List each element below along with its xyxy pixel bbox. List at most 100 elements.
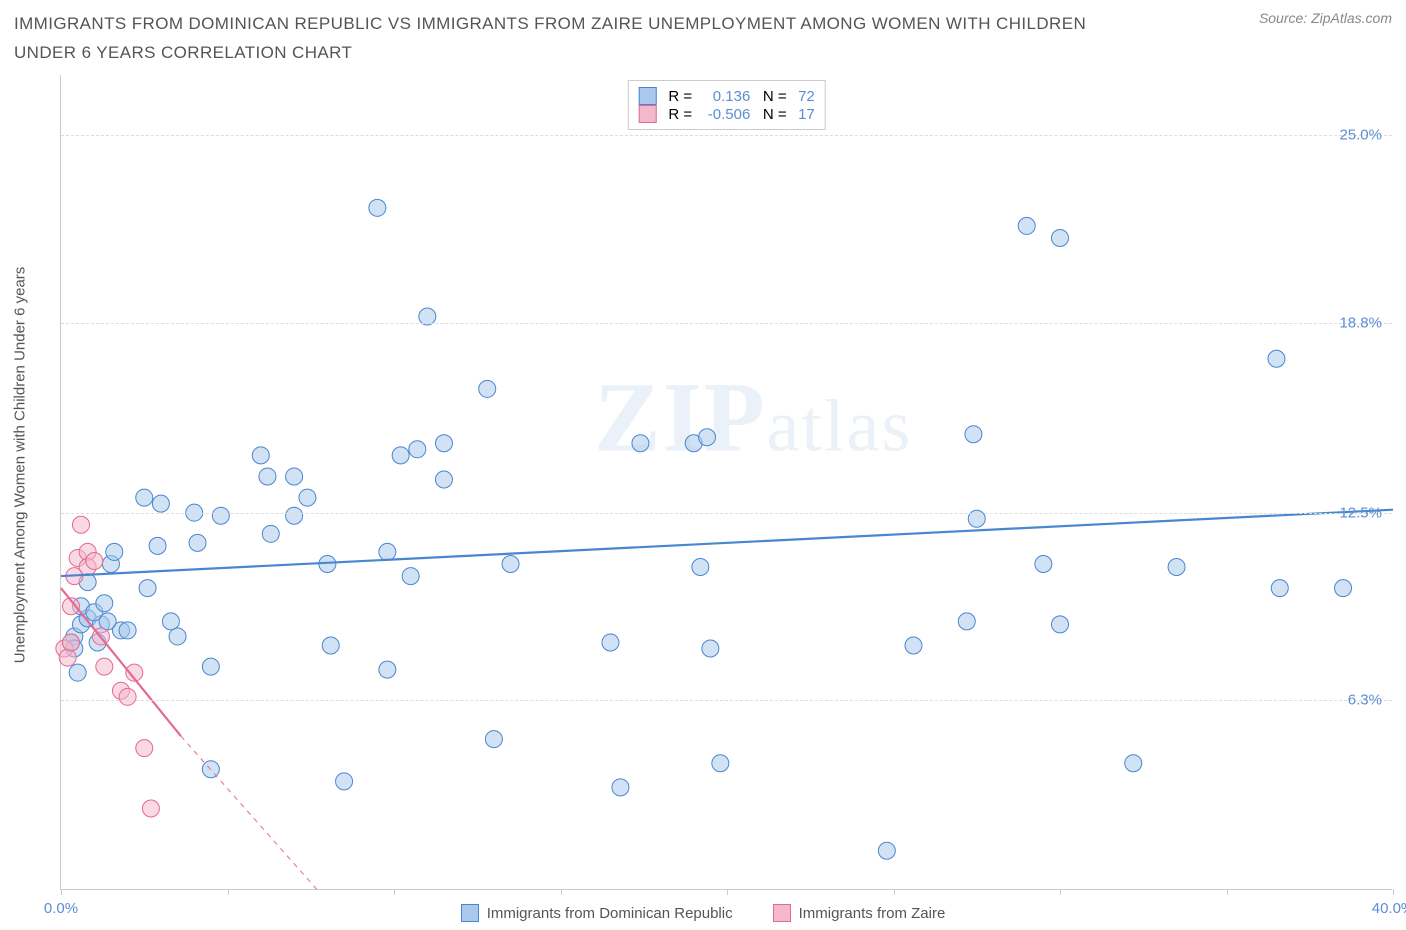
x-tick — [1060, 889, 1061, 895]
x-tick — [61, 889, 62, 895]
scatter-point — [878, 842, 895, 859]
scatter-point — [435, 471, 452, 488]
legend-swatch — [773, 904, 791, 922]
scatter-point — [409, 441, 426, 458]
legend-swatch — [461, 904, 479, 922]
scatter-point — [202, 658, 219, 675]
x-tick — [228, 889, 229, 895]
scatter-point — [379, 661, 396, 678]
scatter-point — [602, 634, 619, 651]
x-tick — [1227, 889, 1228, 895]
scatter-point — [479, 380, 496, 397]
legend-label: Immigrants from Dominican Republic — [487, 905, 733, 922]
trend-line — [61, 510, 1393, 576]
scatter-point — [692, 559, 709, 576]
y-tick-label: 6.3% — [1348, 691, 1382, 708]
gridline — [61, 700, 1392, 701]
scatter-point — [612, 779, 629, 796]
scatter-point — [435, 435, 452, 452]
trend-line — [61, 588, 181, 736]
scatter-point — [379, 543, 396, 560]
scatter-point — [119, 622, 136, 639]
scatter-point — [502, 556, 519, 573]
scatter-point — [189, 534, 206, 551]
scatter-point — [1271, 580, 1288, 597]
scatter-point — [152, 495, 169, 512]
scatter-point — [96, 595, 113, 612]
scatter-point — [99, 613, 116, 630]
x-tick — [561, 889, 562, 895]
scatter-point — [1168, 559, 1185, 576]
scatter-point — [1018, 217, 1035, 234]
scatter-point — [702, 640, 719, 657]
scatter-point — [162, 613, 179, 630]
gridline — [61, 135, 1392, 136]
scatter-point — [286, 468, 303, 485]
scatter-point — [322, 637, 339, 654]
plot-svg — [61, 75, 1392, 889]
chart-area: ZIPatlas R = 0.136 N = 72 R = -0.506 N =… — [60, 75, 1392, 890]
scatter-point — [212, 507, 229, 524]
scatter-point — [1268, 350, 1285, 367]
scatter-point — [402, 568, 419, 585]
scatter-point — [259, 468, 276, 485]
legend-row: R = 0.136 N = 72 — [638, 87, 815, 105]
scatter-point — [369, 199, 386, 216]
y-tick-label: 18.8% — [1339, 314, 1382, 331]
scatter-point — [392, 447, 409, 464]
gridline — [61, 323, 1392, 324]
legend-stats: R = -0.506 N = 17 — [664, 106, 815, 123]
scatter-point — [1335, 580, 1352, 597]
scatter-point — [299, 489, 316, 506]
scatter-point — [699, 429, 716, 446]
scatter-point — [286, 507, 303, 524]
scatter-point — [72, 516, 89, 533]
legend-item: Immigrants from Dominican Republic — [461, 904, 733, 922]
scatter-point — [1052, 616, 1069, 633]
scatter-point — [1035, 556, 1052, 573]
legend-swatch — [638, 105, 656, 123]
x-tick — [394, 889, 395, 895]
x-tick — [727, 889, 728, 895]
scatter-point — [69, 664, 86, 681]
x-tick — [894, 889, 895, 895]
scatter-point — [142, 800, 159, 817]
x-tick — [1393, 889, 1394, 895]
scatter-point — [119, 688, 136, 705]
scatter-point — [712, 755, 729, 772]
source-label: Source: ZipAtlas.com — [1259, 10, 1392, 26]
scatter-point — [106, 543, 123, 560]
plot-region: ZIPatlas R = 0.136 N = 72 R = -0.506 N =… — [60, 75, 1392, 890]
y-tick-label: 12.5% — [1339, 504, 1382, 521]
y-tick-label: 25.0% — [1339, 127, 1382, 144]
scatter-point — [632, 435, 649, 452]
scatter-point — [958, 613, 975, 630]
scatter-point — [262, 525, 279, 542]
scatter-point — [62, 634, 79, 651]
scatter-point — [485, 731, 502, 748]
scatter-point — [1052, 230, 1069, 247]
scatter-point — [136, 489, 153, 506]
scatter-point — [169, 628, 186, 645]
chart-title: IMMIGRANTS FROM DOMINICAN REPUBLIC VS IM… — [14, 10, 1114, 68]
legend-row: R = -0.506 N = 17 — [638, 105, 815, 123]
scatter-point — [86, 552, 103, 569]
legend-swatch — [638, 87, 656, 105]
scatter-point — [252, 447, 269, 464]
scatter-point — [149, 537, 166, 554]
legend-stats: R = 0.136 N = 72 — [664, 88, 815, 105]
scatter-point — [1125, 755, 1142, 772]
scatter-point — [965, 426, 982, 443]
scatter-point — [59, 649, 76, 666]
scatter-point — [96, 658, 113, 675]
scatter-point — [139, 580, 156, 597]
trend-line-dash — [181, 736, 318, 890]
correlation-legend: R = 0.136 N = 72 R = -0.506 N = 17 — [627, 80, 826, 130]
legend-item: Immigrants from Zaire — [773, 904, 946, 922]
scatter-point — [136, 740, 153, 757]
series-legend: Immigrants from Dominican Republic Immigr… — [0, 904, 1406, 922]
legend-label: Immigrants from Zaire — [799, 905, 946, 922]
scatter-point — [336, 773, 353, 790]
y-axis-title: Unemployment Among Women with Children U… — [12, 267, 29, 664]
gridline — [61, 513, 1392, 514]
